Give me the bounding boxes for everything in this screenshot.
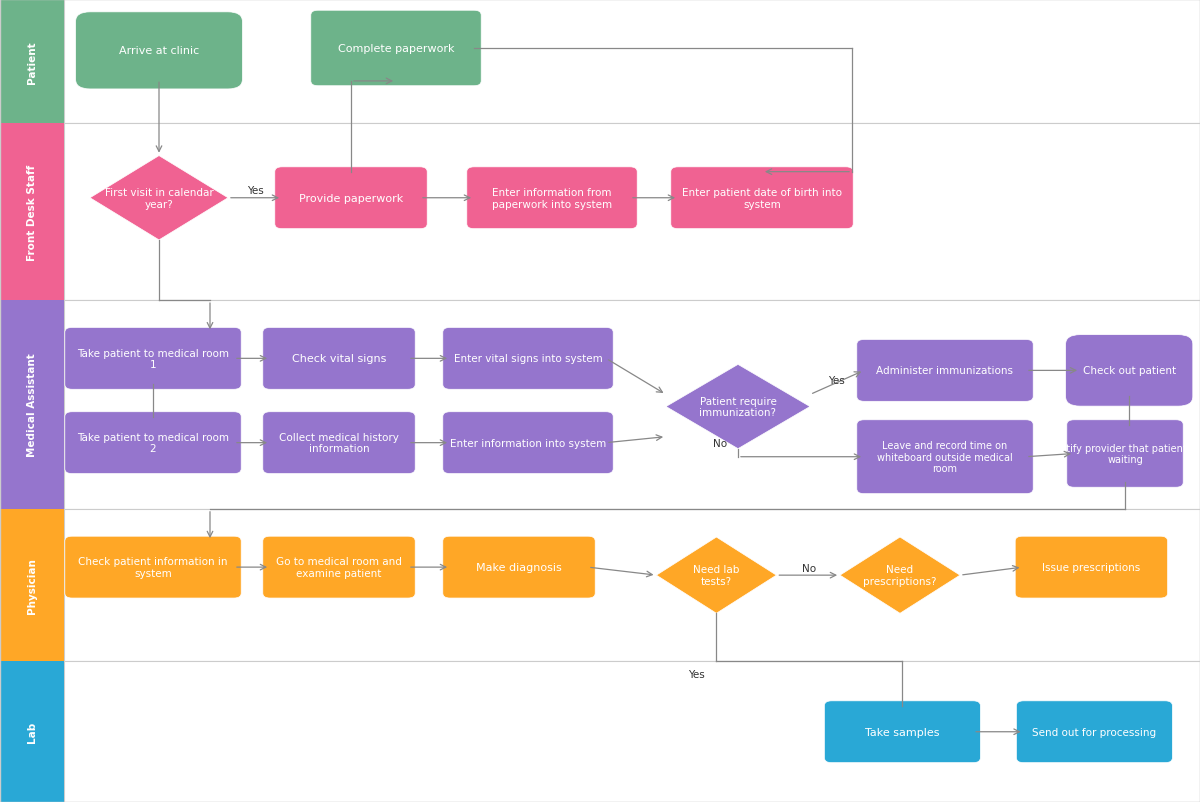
FancyBboxPatch shape: [443, 537, 595, 598]
Text: Yes: Yes: [828, 375, 845, 385]
Text: Issue prescriptions: Issue prescriptions: [1043, 562, 1140, 573]
Text: Lab: Lab: [26, 721, 37, 743]
FancyBboxPatch shape: [76, 13, 242, 90]
FancyBboxPatch shape: [65, 328, 241, 390]
Text: Take patient to medical room
2: Take patient to medical room 2: [77, 432, 229, 454]
Text: Physician: Physician: [26, 557, 37, 614]
Polygon shape: [840, 537, 960, 614]
FancyBboxPatch shape: [1015, 537, 1168, 598]
Text: Provide paperwork: Provide paperwork: [299, 193, 403, 204]
FancyBboxPatch shape: [263, 412, 415, 474]
FancyBboxPatch shape: [857, 420, 1033, 494]
Text: Leave and record time on
whiteboard outside medical
room: Leave and record time on whiteboard outs…: [877, 440, 1013, 474]
FancyBboxPatch shape: [275, 168, 427, 229]
Text: Go to medical room and
examine patient: Go to medical room and examine patient: [276, 557, 402, 578]
FancyBboxPatch shape: [263, 537, 415, 598]
Text: Patient: Patient: [26, 41, 37, 83]
Text: First visit in calendar
year?: First visit in calendar year?: [104, 188, 214, 209]
Text: Patient require
immunization?: Patient require immunization?: [700, 396, 776, 418]
FancyBboxPatch shape: [263, 328, 415, 390]
Text: Check vital signs: Check vital signs: [292, 354, 386, 364]
FancyBboxPatch shape: [65, 412, 241, 474]
Polygon shape: [656, 537, 776, 614]
FancyBboxPatch shape: [0, 301, 64, 509]
FancyBboxPatch shape: [824, 701, 980, 763]
FancyBboxPatch shape: [0, 662, 64, 802]
Text: Arrive at clinic: Arrive at clinic: [119, 47, 199, 56]
Text: Take samples: Take samples: [865, 727, 940, 737]
FancyBboxPatch shape: [64, 662, 1200, 802]
Text: Make diagnosis: Make diagnosis: [476, 562, 562, 573]
Text: Yes: Yes: [247, 186, 264, 196]
Text: Need lab
tests?: Need lab tests?: [694, 565, 739, 586]
FancyBboxPatch shape: [65, 537, 241, 598]
FancyBboxPatch shape: [0, 509, 64, 662]
Text: Enter vital signs into system: Enter vital signs into system: [454, 354, 602, 364]
FancyBboxPatch shape: [311, 11, 481, 87]
Text: Check out patient: Check out patient: [1082, 366, 1176, 376]
FancyBboxPatch shape: [1066, 335, 1193, 407]
FancyBboxPatch shape: [1016, 701, 1172, 763]
Text: Complete paperwork: Complete paperwork: [337, 44, 455, 54]
Text: Front Desk Staff: Front Desk Staff: [26, 164, 37, 261]
Text: Send out for processing: Send out for processing: [1032, 727, 1157, 737]
Text: Enter information into system: Enter information into system: [450, 438, 606, 448]
Text: Medical Assistant: Medical Assistant: [26, 353, 37, 457]
Polygon shape: [666, 365, 810, 449]
FancyBboxPatch shape: [467, 168, 637, 229]
FancyBboxPatch shape: [857, 340, 1033, 402]
FancyBboxPatch shape: [64, 301, 1200, 509]
Polygon shape: [90, 156, 228, 241]
Text: Take patient to medical room
1: Take patient to medical room 1: [77, 348, 229, 370]
Text: Enter information from
paperwork into system: Enter information from paperwork into sy…: [492, 188, 612, 209]
FancyBboxPatch shape: [64, 0, 1200, 124]
FancyBboxPatch shape: [443, 328, 613, 390]
FancyBboxPatch shape: [1067, 420, 1183, 488]
FancyBboxPatch shape: [671, 168, 853, 229]
FancyBboxPatch shape: [64, 509, 1200, 662]
Text: Collect medical history
information: Collect medical history information: [280, 432, 398, 454]
Text: No: No: [802, 564, 816, 573]
Text: Need
prescriptions?: Need prescriptions?: [863, 565, 937, 586]
Text: No: No: [713, 439, 727, 448]
FancyBboxPatch shape: [0, 0, 64, 124]
Text: Yes: Yes: [688, 669, 704, 678]
Text: Check patient information in
system: Check patient information in system: [78, 557, 228, 578]
FancyBboxPatch shape: [64, 124, 1200, 301]
FancyBboxPatch shape: [443, 412, 613, 474]
Text: Administer immunizations: Administer immunizations: [876, 366, 1014, 376]
Text: Enter patient date of birth into
system: Enter patient date of birth into system: [682, 188, 842, 209]
FancyBboxPatch shape: [0, 124, 64, 301]
Text: Notify provider that patient is
waiting: Notify provider that patient is waiting: [1052, 444, 1198, 464]
